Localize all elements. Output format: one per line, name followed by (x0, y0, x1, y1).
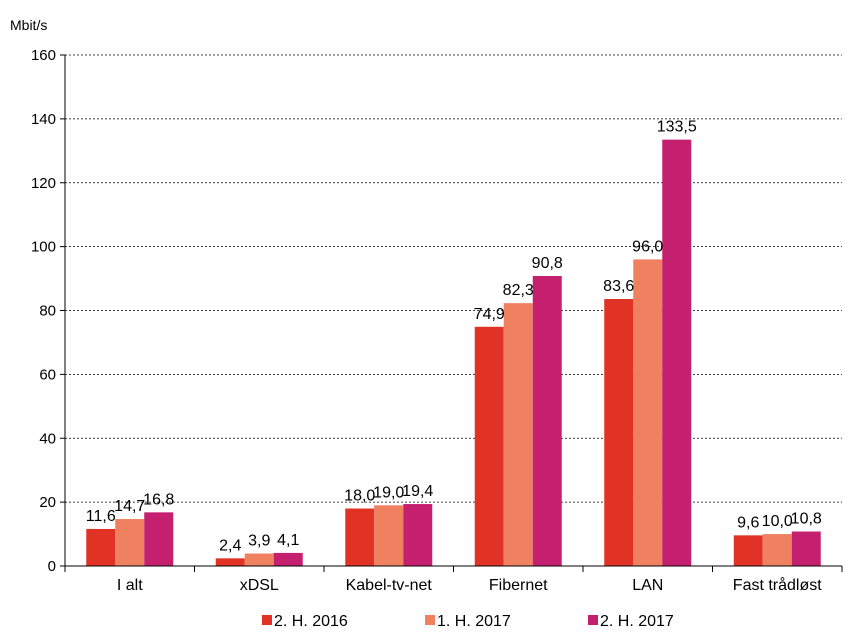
data-label: 4,1 (277, 532, 299, 549)
y-tick-label-100: 100 (31, 239, 56, 256)
bar (244, 553, 274, 566)
data-label: 14,7 (114, 498, 145, 515)
bar (604, 299, 634, 566)
y-tick-label-0: 0 (48, 558, 56, 575)
bar (86, 528, 116, 566)
legend-label: 2. H. 2016 (274, 613, 348, 630)
data-label: 19,4 (402, 483, 433, 500)
y-tick-label-120: 120 (31, 175, 56, 192)
x-category-label: LAN (632, 577, 663, 594)
bar (144, 512, 174, 566)
data-label: 82,3 (503, 282, 534, 299)
bar (662, 139, 692, 566)
legend-swatch (588, 615, 598, 625)
y-tick-label-40: 40 (39, 430, 56, 447)
legend-label: 2. H. 2017 (600, 613, 674, 630)
bar (273, 552, 303, 566)
data-label: 74,9 (474, 306, 505, 323)
bar (791, 531, 821, 566)
data-label: 133,5 (657, 119, 697, 136)
y-tick-label-20: 20 (39, 494, 56, 511)
y-tick-label-80: 80 (39, 303, 56, 320)
data-label: 10,0 (762, 513, 793, 530)
legend: 2. H. 2016 1. H. 2017 2. H. 2017 (262, 613, 674, 630)
bar (115, 519, 145, 566)
bar (215, 558, 245, 566)
axes: 0 20 40 60 80 100 120 140 160 I alt xDSL Kabel-tv-n… (31, 47, 843, 594)
data-label: 11,6 (86, 508, 116, 525)
bar (345, 508, 375, 566)
data-label: 18,0 (344, 488, 375, 505)
data-label: 19,0 (373, 484, 404, 501)
legend-swatch (425, 615, 435, 625)
data-label: 2,4 (219, 537, 241, 554)
data-label: 9,6 (737, 514, 759, 531)
y-tick-label-160: 160 (31, 47, 56, 64)
data-label: 90,8 (532, 255, 563, 272)
y-tick-label-60: 60 (39, 366, 56, 383)
bar (633, 259, 663, 566)
data-label: 10,8 (791, 511, 822, 528)
bar (762, 534, 792, 566)
data-label: 3,9 (248, 533, 270, 550)
bars (86, 139, 821, 566)
bar (474, 326, 504, 566)
x-category-label: xDSL (240, 577, 279, 594)
legend-label: 1. H. 2017 (437, 613, 511, 630)
x-category-label: Fast trådløst (733, 576, 822, 594)
y-tick-label-140: 140 (31, 111, 56, 128)
x-category-label: Fibernet (489, 577, 548, 594)
bar (733, 535, 763, 566)
bar (374, 505, 404, 566)
y-axis-unit-label: Mbit/s (10, 17, 47, 33)
data-label: 16,8 (143, 491, 174, 508)
legend-swatch (262, 615, 272, 625)
gridlines (65, 54, 842, 503)
data-label: 96,0 (632, 238, 663, 255)
x-category-label: I alt (117, 577, 143, 594)
data-labels: 11,614,716,8 2,4 3,9 4,1 18,019,019,4 74,9 82,… (86, 119, 822, 555)
bar (503, 303, 533, 566)
data-label: 83,6 (603, 278, 634, 295)
x-category-label: Kabel-tv-net (346, 577, 433, 594)
bar (403, 504, 433, 566)
bar (532, 276, 562, 566)
